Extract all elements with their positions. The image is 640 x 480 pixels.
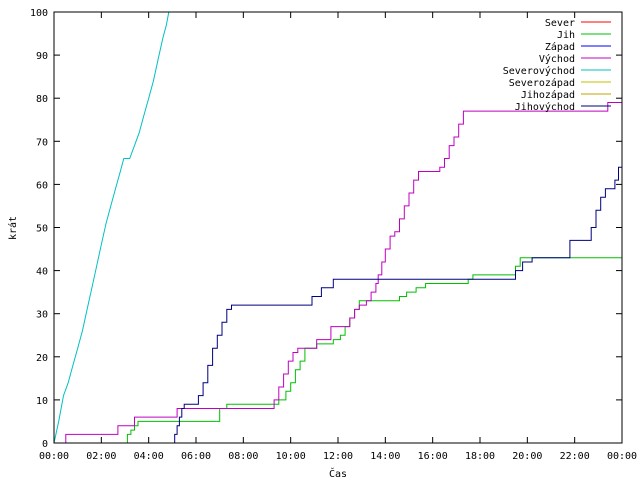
legend-label: Severozápad: [509, 77, 575, 89]
x-tick-label: 14:00: [370, 451, 400, 462]
legend-label: Jih: [557, 30, 575, 41]
series-line-1: [54, 257, 622, 444]
y-tick-label: 0: [42, 439, 48, 450]
legend-label: Sever: [545, 18, 575, 29]
x-tick-label: 02:00: [86, 451, 116, 462]
y-tick-label: 80: [36, 94, 48, 105]
x-tick-label: 00:00: [39, 451, 69, 462]
x-axis: 00:00 02:00 04:00 06:00 08:00 10:00 12:00 14:00…: [39, 12, 637, 462]
y-tick-label: 30: [36, 310, 48, 321]
y-axis-title: krát: [7, 216, 19, 240]
legend: SeverJihZápadVýchodSeverovýchodSeverozáp…: [503, 18, 611, 113]
series-line-3: [65, 102, 622, 443]
y-tick-label: 50: [36, 224, 48, 235]
x-tick-label: 18:00: [465, 451, 495, 462]
y-tick-label: 20: [36, 353, 48, 364]
y-tick-label: 100: [30, 8, 48, 19]
series-line-4: [53, 11, 170, 444]
x-tick-label: 22:00: [560, 451, 590, 462]
series-layer: [53, 11, 622, 444]
series-line-7: [54, 166, 622, 444]
x-tick-label: 10:00: [276, 451, 306, 462]
y-tick-label: 70: [36, 137, 48, 148]
x-tick-label: 20:00: [512, 451, 542, 462]
y-axis: 0 10 20 30 40 50 60 70 80 90 100: [30, 8, 622, 450]
legend-label: Severovýchod: [503, 65, 575, 77]
y-tick-label: 10: [36, 396, 48, 407]
legend-label: Západ: [545, 41, 575, 53]
x-tick-label: 16:00: [418, 451, 448, 462]
legend-label: Jihozápad: [521, 89, 575, 101]
x-axis-title: Čas: [329, 467, 347, 480]
legend-label: Jihovýchod: [515, 101, 575, 113]
x-tick-label: 04:00: [134, 451, 164, 462]
x-tick-label: 08:00: [228, 451, 258, 462]
legend-label: Východ: [539, 53, 575, 65]
y-tick-label: 90: [36, 51, 48, 62]
x-tick-label: 12:00: [323, 451, 353, 462]
x-tick-label: 06:00: [181, 451, 211, 462]
x-tick-label: 00:00: [607, 451, 637, 462]
y-tick-label: 60: [36, 180, 48, 191]
y-tick-label: 40: [36, 267, 48, 278]
